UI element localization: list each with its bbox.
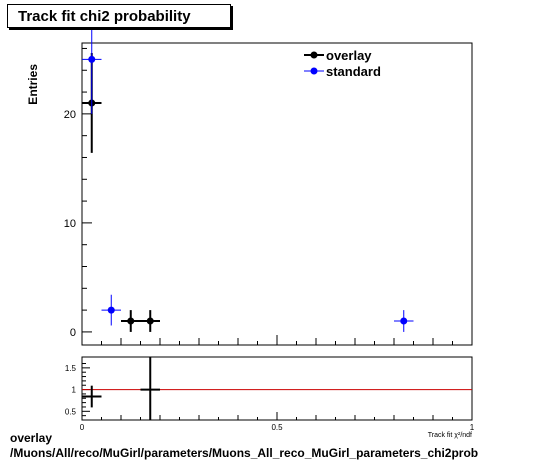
footer-line-1: overlay [10, 431, 53, 445]
overlay-point-marker [146, 317, 154, 325]
ratio-x-tick-label: 0 [80, 423, 85, 432]
legend-marker-standard [310, 67, 318, 75]
ratio-y-tick-label: 1 [72, 386, 77, 395]
y-tick-label: 0 [70, 327, 76, 339]
y-axis-label: Entries [26, 64, 40, 105]
x-axis-label: Track fit χ²/ndf [428, 432, 472, 439]
overlay-point-marker [127, 317, 135, 325]
ratio-y-tick-label: 0.5 [65, 407, 77, 416]
footer-line-2: /Muons/All/reco/MuGirl/parameters/Muons_… [10, 446, 479, 460]
ratio-x-tick-label: 0.5 [271, 423, 283, 432]
chart-title: Track fit chi2 probability [7, 4, 231, 28]
y-tick-label: 20 [64, 109, 76, 121]
legend-marker-overlay [310, 51, 318, 59]
legend-label-overlay: overlay [326, 48, 372, 63]
ratio-plot-frame [81, 356, 473, 421]
ratio-x-tick-label: 1 [470, 423, 475, 432]
standard-point-marker [88, 55, 96, 63]
standard-point-marker [400, 317, 408, 325]
main-plot-frame [81, 42, 473, 346]
legend-label-standard: standard [326, 64, 381, 79]
ratio-y-tick-label: 1.5 [65, 364, 77, 373]
y-tick-label: 10 [64, 218, 76, 230]
standard-point-marker [107, 306, 115, 314]
